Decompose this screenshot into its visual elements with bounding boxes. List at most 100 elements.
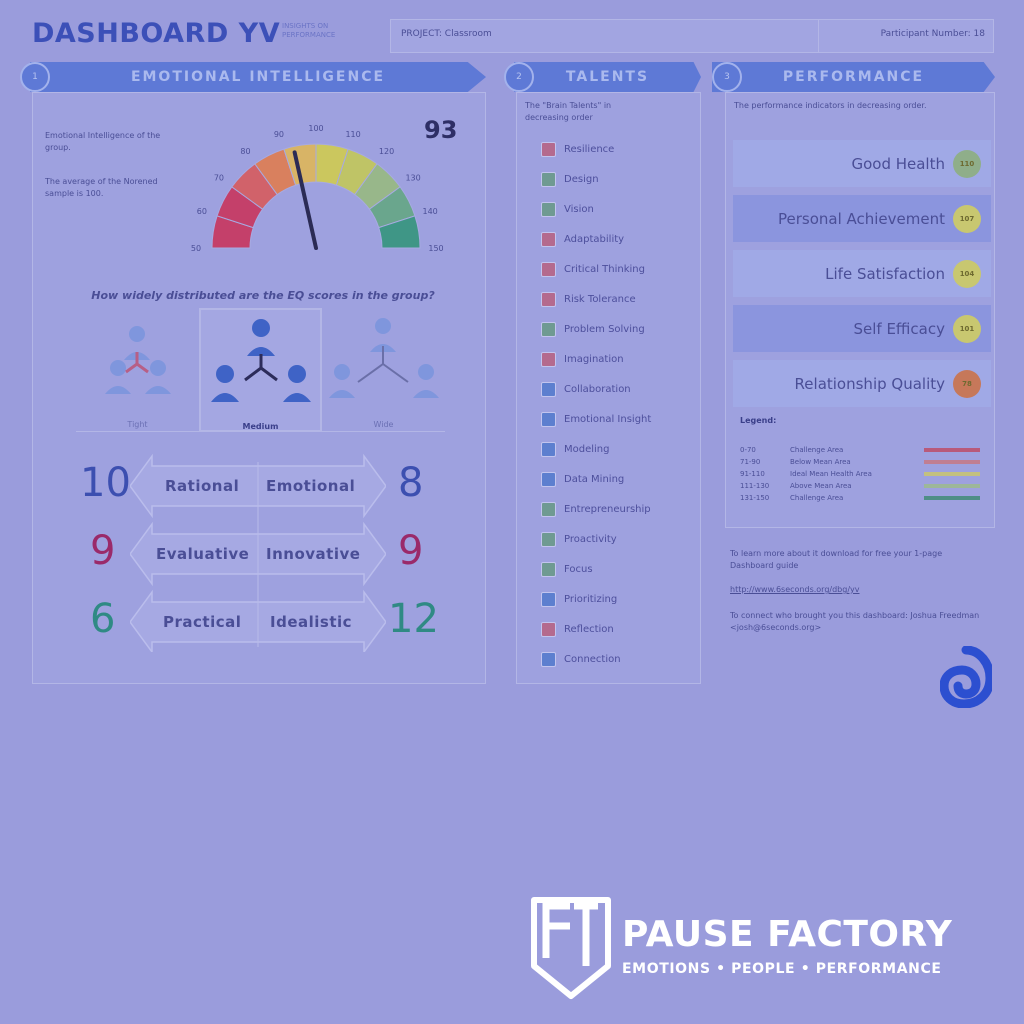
group-tight-icon <box>105 326 171 394</box>
talent-color-icon <box>541 591 556 607</box>
ei-banner: EMOTIONAL INTELLIGENCE <box>30 62 486 92</box>
talent-item: Vision <box>541 194 701 224</box>
participant-label: Participant Number: 18 <box>818 19 994 53</box>
talent-label: Reflection <box>564 623 614 635</box>
talent-item: Reflection <box>541 614 701 644</box>
legend-color-bar <box>924 448 980 452</box>
performance-value-badge: 110 <box>953 149 981 178</box>
dashboard-subtitle: INSIGHTS ON PERFORMANCE <box>282 22 336 39</box>
talents-banner-number: 2 <box>504 62 534 92</box>
innovative-label: Innovative <box>266 545 361 563</box>
idealistic-score: 12 <box>388 596 439 642</box>
performance-item: Personal Achievement 107 <box>733 195 991 242</box>
talent-label: Critical Thinking <box>564 263 645 275</box>
gauge-tick-label: 50 <box>191 244 201 253</box>
talent-item: Critical Thinking <box>541 254 701 284</box>
idealistic-label: Idealistic <box>270 613 353 631</box>
talent-item: Focus <box>541 554 701 584</box>
legend-label: Above Mean Area <box>790 482 852 490</box>
brand-tagline: EMOTIONS • PEOPLE • PERFORMANCE <box>622 961 942 977</box>
talent-label: Adaptability <box>564 233 625 245</box>
info-contact: To connect who brought you this dashboar… <box>730 611 980 632</box>
legend-range: 0-70 <box>740 446 756 454</box>
legend-row: 111-130 Above Mean Area <box>740 480 980 492</box>
evaluative-label: Evaluative <box>156 545 250 563</box>
talent-label: Entrepreneurship <box>564 503 651 515</box>
gauge-tick-label: 120 <box>379 147 394 156</box>
talent-item: Imagination <box>541 344 701 374</box>
talent-label: Vision <box>564 203 594 215</box>
gauge-tick-label: 80 <box>240 147 250 156</box>
gauge-segment <box>378 215 421 249</box>
talent-color-icon <box>541 291 556 307</box>
performance-label: Life Satisfaction <box>825 264 945 283</box>
talent-color-icon <box>541 411 556 427</box>
performance-item: Self Efficacy 101 <box>733 305 991 352</box>
talent-item: Emotional Insight <box>541 404 701 434</box>
talent-label: Focus <box>564 563 593 575</box>
legend-row: 91-110 Ideal Mean Health Area <box>740 468 980 480</box>
talent-color-icon <box>541 171 556 187</box>
distribution-medium[interactable]: Medium <box>199 308 322 432</box>
six-seconds-logo-icon <box>940 646 992 708</box>
talent-item: Design <box>541 164 701 194</box>
performance-item: Good Health 110 <box>733 140 991 187</box>
rational-label: Rational <box>165 477 240 495</box>
legend-row: 0-70 Challenge Area <box>740 444 980 456</box>
talent-label: Emotional Insight <box>564 413 652 425</box>
info-guide: To learn more about it download for free… <box>730 549 943 570</box>
emotional-label: Emotional <box>266 477 356 495</box>
talent-color-icon <box>541 651 556 667</box>
talent-label: Data Mining <box>564 473 625 485</box>
talents-banner-label: TALENTS <box>565 69 650 85</box>
performance-banner-number: 3 <box>712 62 742 92</box>
talent-item: Risk Tolerance <box>541 284 701 314</box>
talent-item: Prioritizing <box>541 584 701 614</box>
talent-color-icon <box>541 501 556 517</box>
talent-color-icon <box>541 441 556 457</box>
talent-color-icon <box>541 141 556 157</box>
talent-color-icon <box>541 621 556 637</box>
legend-list: 0-70 Challenge Area 71-90 Below Mean Area 91… <box>740 444 980 504</box>
ei-norm-description: The average of the Norened sample is 100… <box>45 177 158 198</box>
talent-item: Connection <box>541 644 701 674</box>
talent-label: Modeling <box>564 443 610 455</box>
dashboard-title: DASHBOARD YV <box>32 18 281 49</box>
gauge-tick-label: 60 <box>197 207 207 216</box>
info-link[interactable]: http://www.6seconds.org/dbg/yv <box>730 585 860 594</box>
performance-intro: The performance indicators in decreasing… <box>734 101 927 110</box>
pair-arrows <box>130 453 386 652</box>
talent-color-icon <box>541 381 556 397</box>
gauge-tick-label: 130 <box>405 173 420 182</box>
ei-banner-number: 1 <box>20 62 50 92</box>
rational-score: 10 <box>80 460 131 506</box>
performance-label: Relationship Quality <box>794 374 945 393</box>
group-medium-icon <box>211 319 311 402</box>
performance-label: Personal Achievement <box>777 209 945 228</box>
talent-item: Collaboration <box>541 374 701 404</box>
eq-distribution-question: How widely distributed are the EQ scores… <box>91 289 435 302</box>
legend-label: Challenge Area <box>790 446 844 454</box>
ei-description: Emotional Intelligence of the group. <box>45 131 161 152</box>
evaluative-score: 9 <box>90 528 116 574</box>
distribution-tight[interactable]: Tight <box>76 312 199 432</box>
legend-title: Legend: <box>740 416 777 425</box>
talent-item: Problem Solving <box>541 314 701 344</box>
group-wide-icon <box>329 318 439 398</box>
talent-label: Imagination <box>564 353 624 365</box>
legend-range: 91-110 <box>740 470 765 478</box>
distribution-wide-label: Wide <box>373 420 394 429</box>
legend-label: Ideal Mean Health Area <box>790 470 872 478</box>
legend-color-bar <box>924 472 980 476</box>
talent-label: Prioritizing <box>564 593 618 605</box>
talent-color-icon <box>541 561 556 577</box>
performance-value-badge: 78 <box>953 369 981 398</box>
legend-range: 71-90 <box>740 458 761 466</box>
talent-color-icon <box>541 201 556 217</box>
distribution-wide[interactable]: Wide <box>322 312 445 432</box>
talent-label: Collaboration <box>564 383 631 395</box>
talent-label: Design <box>564 173 599 185</box>
performance-banner-label: PERFORMANCE <box>782 69 925 85</box>
performance-banner: PERFORMANCE <box>712 62 995 92</box>
talent-item: Adaptability <box>541 224 701 254</box>
